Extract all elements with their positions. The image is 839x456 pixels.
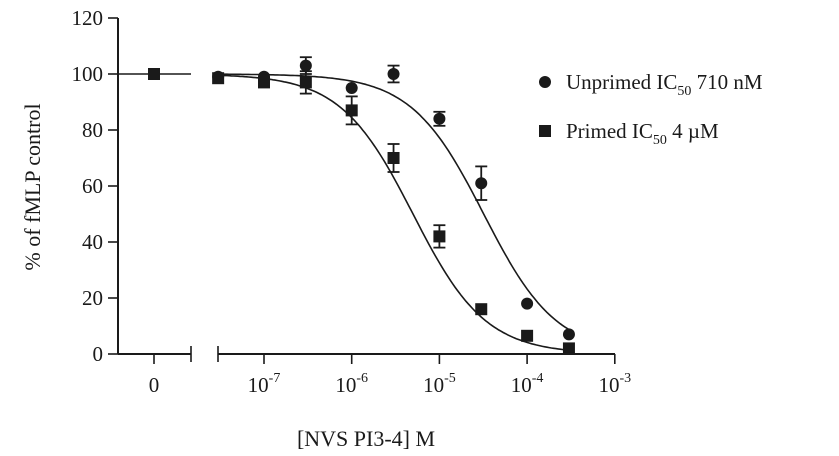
x-tick-exponent: -6 (356, 371, 368, 386)
data-point-square (345, 104, 358, 117)
series-square (148, 68, 575, 355)
data-point-square (433, 230, 446, 243)
series-circle (148, 56, 575, 341)
x-tick-label: 10-7 (248, 371, 281, 397)
y-tick-label: 120 (72, 6, 104, 30)
x-tick-label: 0 (149, 373, 160, 397)
data-point-circle (299, 59, 312, 72)
x-tick-label: 10-5 (423, 371, 456, 397)
legend-marker-square (539, 125, 551, 137)
legend-marker-circle (539, 76, 551, 88)
y-tick-group: 0 20 40 60 80 100 120 (72, 6, 118, 366)
x-tick-exponent: -7 (269, 371, 281, 386)
x-tick-group: 0 10-7 10-6 10-5 10-4 10-3 (149, 346, 631, 397)
data-point-square (475, 303, 488, 316)
y-tick-label: 40 (82, 230, 103, 254)
y-tick-label: 20 (82, 286, 103, 310)
x-tick-label: 10-3 (598, 371, 631, 397)
fit-curve-square (218, 74, 569, 351)
data-point-circle (433, 112, 446, 125)
data-point-circle (475, 177, 488, 190)
data-point-square (258, 76, 270, 89)
data-point-circle (562, 328, 575, 341)
data-point-square (299, 76, 312, 89)
fit-curves (118, 73, 570, 351)
x-tick-exponent: -4 (532, 371, 544, 386)
y-tick-label: 0 (93, 342, 104, 366)
data-point-circle (387, 68, 400, 80)
y-axis-title: % of fMLP control (20, 103, 45, 270)
x-tick-label: 10-4 (511, 371, 544, 397)
data-point-circle (345, 82, 358, 94)
y-tick-label: 100 (72, 62, 104, 86)
x-tick-exponent: -3 (619, 371, 631, 386)
data-point-circle (521, 297, 534, 310)
legend: Unprimed IC50 710 nM Primed IC50 4 µM (539, 70, 763, 148)
x-tick-exponent: -5 (444, 371, 456, 386)
x-axis-title: [NVS PI3-4] M (297, 426, 435, 451)
y-tick-label: 60 (82, 174, 103, 198)
fit-curve-circle (218, 73, 570, 331)
data-point-square (148, 68, 160, 80)
data-point-square (562, 342, 575, 355)
y-axis: 0 20 40 60 80 100 120 (72, 6, 119, 366)
legend-label: Primed IC50 4 µM (566, 119, 719, 148)
data-point-square (212, 72, 225, 85)
x-axis: 0 10-7 10-6 10-5 10-4 10-3 (118, 346, 631, 397)
legend-label: Unprimed IC50 710 nM (566, 70, 763, 99)
data-point-square (521, 329, 534, 342)
y-tick-label: 80 (82, 118, 103, 142)
x-tick-label: 10-6 (335, 371, 368, 397)
data-points (148, 56, 575, 355)
data-point-square (387, 152, 400, 164)
